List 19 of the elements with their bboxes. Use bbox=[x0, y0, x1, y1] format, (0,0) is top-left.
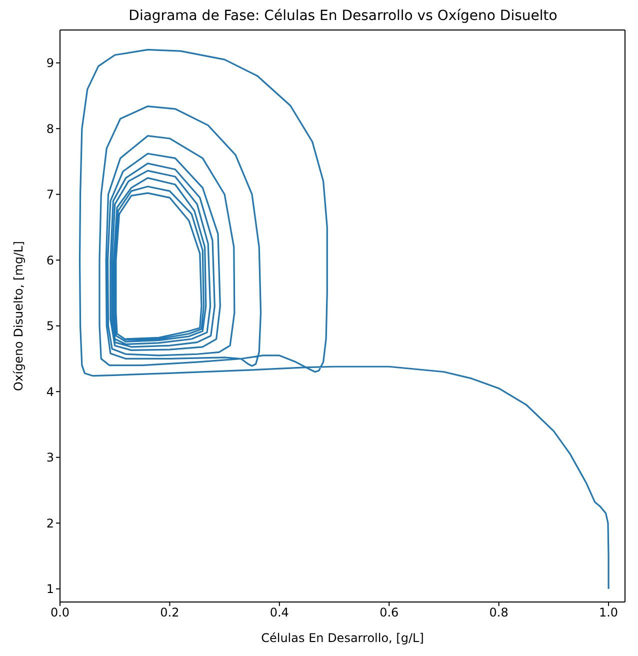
y-tick-label: 1 bbox=[46, 582, 54, 596]
y-tick-label: 4 bbox=[46, 384, 54, 399]
x-tick-label: 0.6 bbox=[380, 606, 399, 620]
y-axis-title: Oxígeno Disuelto, [mg/L] bbox=[11, 241, 26, 391]
y-tick-label: 7 bbox=[46, 188, 54, 202]
y-tick-label: 6 bbox=[46, 253, 54, 268]
chart-title: Diagrama de Fase: Células En Desarrollo vs Oxígeno Disuelto bbox=[128, 8, 558, 24]
y-tick-label: 9 bbox=[46, 56, 54, 70]
x-tick-label: 1.0 bbox=[598, 606, 618, 620]
y-tick-label: 8 bbox=[46, 122, 54, 136]
x-tick-label: 0.0 bbox=[50, 606, 70, 620]
x-tick-label: 0.4 bbox=[270, 606, 289, 620]
x-axis-title: Células En Desarrollo, [g/L] bbox=[261, 631, 424, 645]
y-tick-label: 3 bbox=[46, 450, 54, 465]
y-tick-label: 5 bbox=[46, 319, 54, 334]
y-tick-label: 2 bbox=[46, 516, 54, 530]
line-series bbox=[78, 48, 610, 590]
x-tick-label: 0.8 bbox=[489, 606, 508, 620]
x-tick-label: 0.2 bbox=[160, 606, 180, 620]
